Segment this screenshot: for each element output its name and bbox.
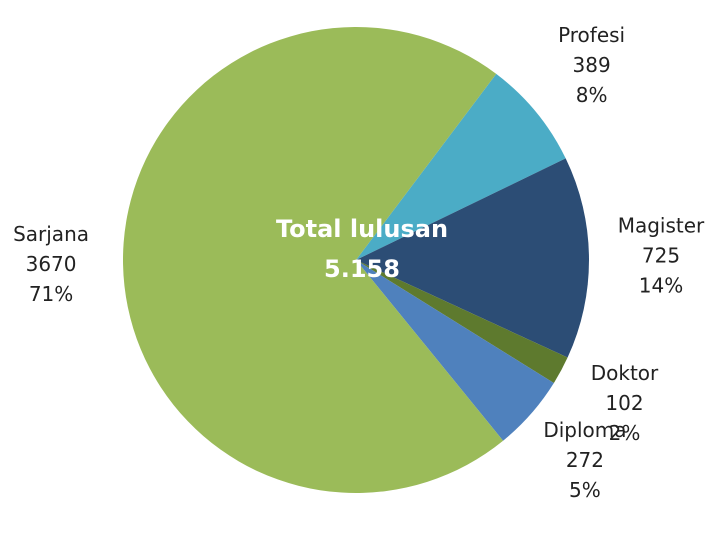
slice-percent: 2% — [609, 421, 641, 445]
slice-label: Diploma — [543, 418, 626, 442]
slice-label: Doktor — [591, 361, 659, 385]
slice-value: 3670 — [26, 252, 77, 276]
center-value: 5.158 — [324, 255, 400, 283]
slice-value: 389 — [573, 53, 611, 77]
pie — [123, 26, 589, 493]
slice-percent: 71% — [29, 282, 73, 306]
pie-slice — [123, 26, 504, 493]
slice-value: 102 — [605, 391, 643, 415]
slice-percent: 14% — [639, 274, 683, 298]
pie-slice — [356, 158, 589, 358]
slice-label: Sarjana — [13, 222, 89, 246]
slice-value: 725 — [642, 244, 680, 268]
slice-label: Profesi — [558, 23, 625, 47]
slice-label: Magister — [618, 214, 705, 238]
slice-value: 272 — [566, 448, 604, 472]
slice-percent: 8% — [576, 83, 608, 107]
pie-slice — [356, 73, 566, 260]
pie-slice — [356, 260, 568, 384]
pie-slice — [356, 260, 554, 441]
center-title: Total lulusan — [276, 215, 448, 243]
slice-percent: 5% — [569, 478, 601, 502]
